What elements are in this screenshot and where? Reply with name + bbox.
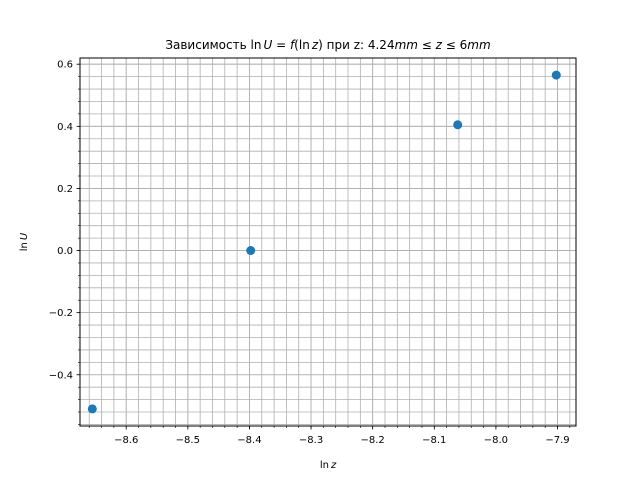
data-points — [87, 70, 561, 414]
x-tick-label: −7.9 — [545, 435, 569, 446]
y-tick-label: 0.0 — [57, 246, 73, 257]
x-tick-label: −8.5 — [176, 435, 200, 446]
y-tick-label: 0.4 — [57, 122, 73, 133]
x-tick-label: −8.2 — [361, 435, 385, 446]
x-tick-label: −8.0 — [484, 435, 508, 446]
x-axis-label: ln z — [320, 460, 337, 471]
data-point — [453, 120, 463, 130]
x-tick-label: −8.3 — [299, 435, 323, 446]
y-tick-label: −0.2 — [49, 308, 73, 319]
data-point — [87, 404, 97, 414]
major-grid — [80, 58, 576, 426]
x-tick-label: −8.1 — [422, 435, 446, 446]
data-point — [246, 246, 256, 256]
y-tick-label: 0.2 — [57, 184, 73, 195]
chart-title: Зависимость ln U = f(ln z) при z: 4.24mm ≤… — [165, 38, 490, 52]
data-point — [551, 70, 561, 80]
y-tick-label: −0.4 — [49, 370, 73, 381]
plot-frame — [79, 57, 577, 427]
y-axis-label: lnU — [19, 232, 30, 251]
y-tick-label: 0.6 — [57, 60, 73, 71]
x-tick-label: −8.4 — [237, 435, 261, 446]
x-tick-label: −8.6 — [114, 435, 138, 446]
